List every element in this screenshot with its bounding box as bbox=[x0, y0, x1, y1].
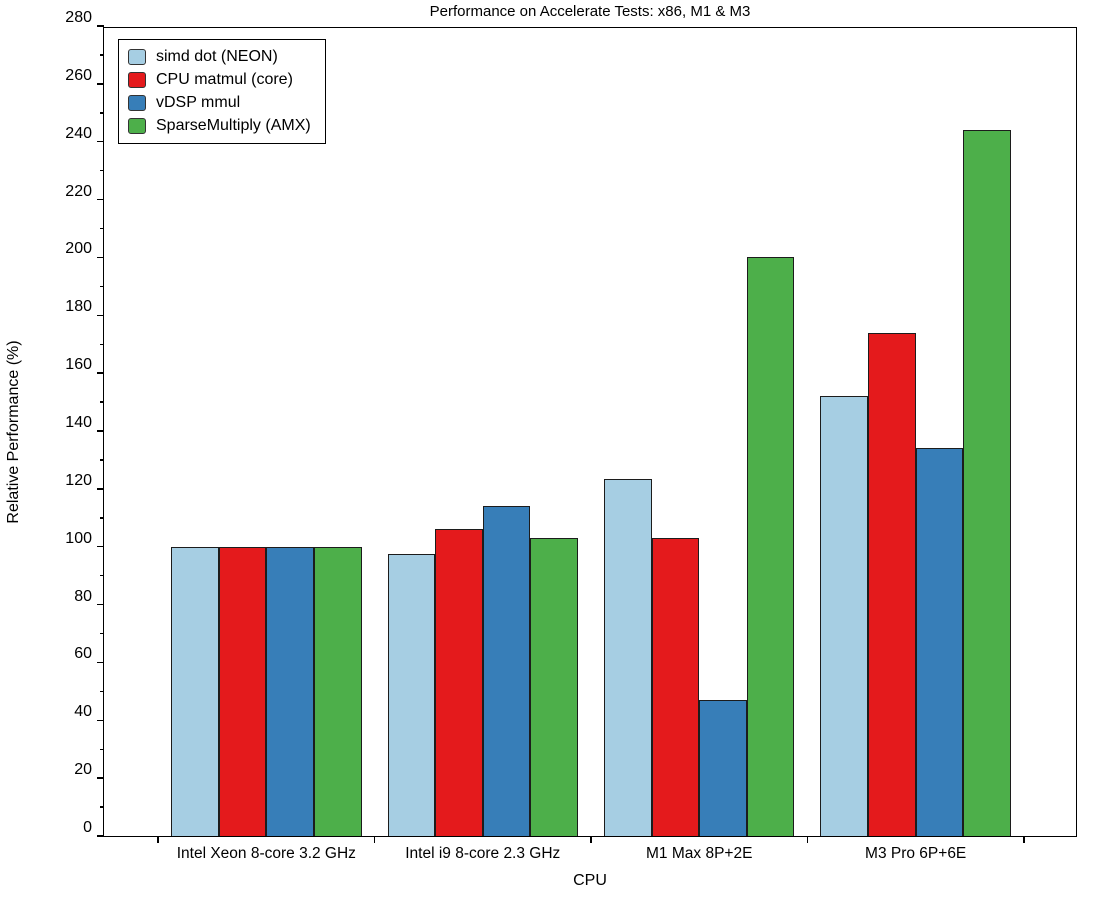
bar-cpu-matmul-core--4 bbox=[868, 332, 916, 836]
y-minor-tick bbox=[100, 632, 104, 635]
y-major-tick bbox=[97, 488, 104, 490]
x-boundary-tick bbox=[806, 836, 809, 843]
y-minor-tick bbox=[100, 748, 104, 750]
y-minor-tick bbox=[100, 112, 104, 114]
y-minor-tick bbox=[100, 343, 104, 345]
legend-label: simd dot (NEON) bbox=[156, 48, 278, 65]
y-tick-label: 0 bbox=[83, 819, 92, 836]
y-minor-tick bbox=[100, 690, 104, 693]
bar-vdsp-mmul-4 bbox=[915, 448, 964, 836]
x-boundary-tick bbox=[373, 836, 376, 843]
y-major-tick bbox=[97, 719, 104, 721]
plot-area: simd dot (NEON) CPU matmul (core) vDSP mmu… bbox=[65, 10, 1077, 861]
x-boundary-tick bbox=[1023, 836, 1025, 843]
y-tick-label: 240 bbox=[65, 124, 92, 142]
y-tick-label: 220 bbox=[65, 182, 92, 200]
y-major-tick bbox=[97, 777, 104, 779]
y-axis-label: Relative Performance (%) bbox=[5, 340, 22, 524]
y-minor-tick bbox=[100, 285, 104, 288]
y-major-tick bbox=[97, 661, 104, 664]
y-tick-label: 200 bbox=[65, 240, 92, 258]
y-major-tick bbox=[97, 256, 104, 259]
y-minor-tick bbox=[100, 806, 104, 808]
bar-sparsemultiply-amx--1 bbox=[313, 546, 362, 836]
y-minor-tick bbox=[100, 401, 104, 403]
y-major-tick bbox=[97, 372, 104, 374]
y-minor-tick bbox=[100, 459, 104, 461]
y-major-tick bbox=[97, 83, 104, 85]
y-tick-label: 140 bbox=[65, 414, 92, 431]
bar-vdsp-mmul-3 bbox=[699, 700, 747, 836]
y-major-tick bbox=[97, 25, 104, 27]
y-minor-tick bbox=[100, 54, 104, 56]
bar-cpu-matmul-core--1 bbox=[218, 546, 267, 836]
legend-swatch-icon bbox=[128, 49, 146, 65]
bar-cpu-matmul-core--2 bbox=[435, 529, 483, 836]
y-major-tick bbox=[97, 835, 104, 837]
y-major-tick bbox=[97, 314, 104, 316]
y-tick-label: 20 bbox=[74, 761, 92, 779]
y-tick-label: 280 bbox=[65, 9, 92, 26]
legend-item: simd dot (NEON) bbox=[128, 47, 311, 67]
y-major-tick bbox=[97, 430, 104, 432]
x-axis-label: CPU bbox=[573, 872, 607, 889]
y-minor-tick bbox=[100, 169, 104, 172]
x-category-label: M3 Pro 6P+6E bbox=[865, 845, 967, 862]
x-category-label: Intel Xeon 8-core 3.2 GHz bbox=[176, 845, 356, 862]
x-category-label: Intel i9 8-core 2.3 GHz bbox=[405, 845, 561, 862]
bar-sparsemultiply-amx--3 bbox=[746, 257, 795, 836]
y-tick-label: 260 bbox=[65, 66, 92, 84]
y-tick-label: 120 bbox=[65, 471, 92, 489]
y-major-tick bbox=[97, 141, 104, 143]
y-tick-label: 40 bbox=[74, 703, 92, 721]
y-tick-label: 160 bbox=[65, 356, 92, 374]
legend-swatch-icon bbox=[128, 95, 146, 111]
legend-item: vDSP mmul bbox=[128, 93, 311, 113]
y-major-tick bbox=[97, 198, 104, 201]
legend-item: CPU matmul (core) bbox=[128, 70, 311, 90]
legend-label: vDSP mmul bbox=[156, 94, 241, 111]
y-tick-label: 180 bbox=[65, 298, 92, 316]
y-tick-label: 60 bbox=[74, 645, 92, 663]
bar-cpu-matmul-core--3 bbox=[651, 538, 700, 836]
y-minor-tick bbox=[100, 517, 104, 519]
legend-swatch-icon bbox=[128, 72, 146, 88]
bar-sparsemultiply-amx--2 bbox=[530, 538, 578, 836]
bar-vdsp-mmul-1 bbox=[266, 546, 314, 836]
bar-vdsp-mmul-2 bbox=[482, 506, 531, 836]
legend-swatch-icon bbox=[128, 118, 146, 134]
legend: simd dot (NEON) CPU matmul (core) vDSP mmu… bbox=[118, 39, 326, 144]
bar-simd-dot-neon--3 bbox=[603, 478, 652, 836]
y-major-tick bbox=[97, 546, 104, 548]
y-major-tick bbox=[97, 603, 104, 606]
legend-label: CPU matmul (core) bbox=[156, 71, 293, 88]
chart-title: Performance on Accelerate Tests: x86, M1… bbox=[429, 3, 751, 20]
y-minor-tick bbox=[100, 227, 104, 230]
x-boundary-tick bbox=[590, 836, 592, 843]
legend-label: SparseMultiply (AMX) bbox=[156, 117, 311, 134]
y-tick-label: 80 bbox=[74, 587, 92, 605]
bar-simd-dot-neon--2 bbox=[387, 553, 436, 836]
bar-simd-dot-neon--4 bbox=[820, 396, 869, 836]
x-category-label: M1 Max 8P+2E bbox=[646, 845, 753, 862]
y-tick-label: 100 bbox=[65, 529, 92, 547]
legend-item: SparseMultiply (AMX) bbox=[128, 116, 311, 136]
y-minor-tick bbox=[100, 574, 104, 577]
bar-sparsemultiply-amx--4 bbox=[963, 130, 1011, 836]
x-boundary-tick bbox=[157, 836, 159, 843]
bar-simd-dot-neon--1 bbox=[171, 546, 219, 836]
